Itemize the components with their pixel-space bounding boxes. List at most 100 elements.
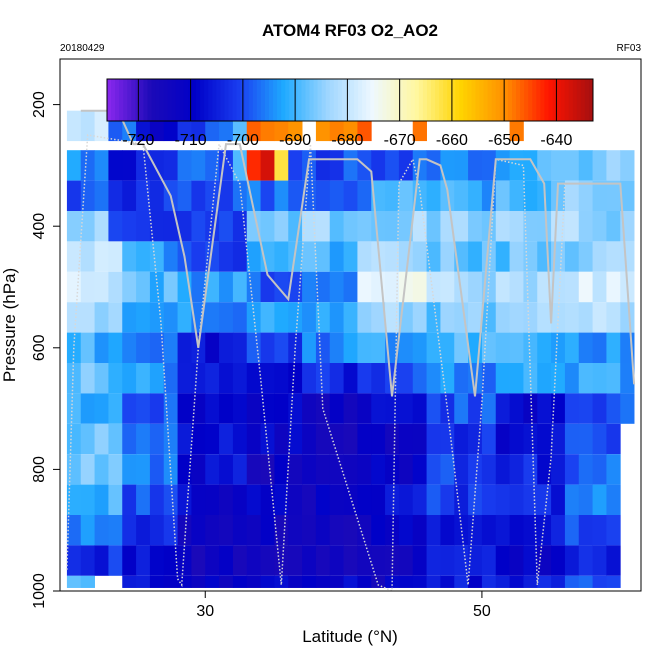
heatmap-cell <box>495 363 510 394</box>
colorbar-swatch <box>163 79 169 121</box>
heatmap-cell <box>191 545 206 576</box>
colorbar-swatch <box>378 79 383 121</box>
heatmap-cell <box>288 363 303 394</box>
y-tick-label: 200 <box>31 91 48 118</box>
heatmap-cell <box>66 393 82 424</box>
heatmap-cell <box>481 393 497 424</box>
heatmap-cell <box>163 545 178 576</box>
x-axis: 30 50 <box>196 591 491 620</box>
heatmap-cell <box>108 515 123 546</box>
colorbar-swatch <box>151 79 157 121</box>
colorbar-swatch <box>159 79 165 121</box>
heatmap-cell <box>274 454 289 485</box>
heatmap-cell <box>412 363 427 394</box>
colorbar-swatch <box>540 79 545 121</box>
heatmap-cell <box>177 180 192 211</box>
heatmap-cell <box>578 241 593 272</box>
colorbar-swatch <box>155 79 161 121</box>
heatmap-cell <box>357 545 372 576</box>
heatmap-cell <box>205 515 220 546</box>
colorbar-swatch <box>119 79 124 121</box>
colorbar-swatch <box>192 79 197 121</box>
colorbar-swatch <box>264 79 270 121</box>
colorbar-swatch <box>301 79 306 121</box>
flight-track-line <box>80 109 636 397</box>
heatmap-cell <box>357 454 372 485</box>
heatmap-cell <box>232 211 248 242</box>
heatmap-cell <box>94 515 109 546</box>
heatmap-cell <box>329 423 344 455</box>
colorbar-swatch <box>252 79 258 121</box>
heatmap-cell <box>136 545 151 576</box>
heatmap-cell <box>219 454 234 485</box>
heatmap-cell <box>564 363 580 394</box>
colorbar-swatch <box>495 79 501 121</box>
heatmap-cell <box>412 271 427 303</box>
colorbar-swatch <box>317 79 323 121</box>
heatmap-cell <box>509 271 524 303</box>
heatmap-cell <box>495 423 510 455</box>
heatmap-cell <box>537 363 552 394</box>
heatmap-cell <box>205 454 220 485</box>
heatmap-cell <box>191 180 206 211</box>
heatmap-cell <box>108 393 123 424</box>
colorbar-swatch <box>556 79 562 121</box>
heatmap-cell <box>412 302 427 333</box>
heatmap-cell <box>412 515 427 546</box>
colorbar-swatch <box>366 79 371 121</box>
heatmap-cell <box>385 423 400 455</box>
colorbar-swatch <box>305 79 310 121</box>
heatmap-cell <box>371 575 386 588</box>
heatmap-cell <box>385 271 400 303</box>
heatmap-cell <box>468 515 483 546</box>
heatmap-cell <box>606 332 621 363</box>
heatmap-cell <box>94 363 109 394</box>
heatmap-cell <box>315 271 331 303</box>
colorbar-swatch <box>532 79 537 121</box>
heatmap-cell <box>260 515 275 546</box>
heatmap-cell <box>80 545 95 576</box>
heatmap-cell <box>94 545 109 576</box>
heatmap-cell <box>440 150 455 181</box>
heatmap-cell <box>371 302 386 333</box>
colorbar-swatch <box>552 79 558 121</box>
heatmap-cell <box>205 271 220 303</box>
heatmap-cell <box>177 454 192 485</box>
heatmap-cell <box>426 211 441 242</box>
heatmap-cell <box>191 241 206 272</box>
heatmap-cell <box>246 332 261 363</box>
heatmap-cell <box>481 241 497 272</box>
heatmap-cell <box>412 241 427 272</box>
heatmap-cell <box>108 180 123 211</box>
heatmap-cell <box>191 423 206 455</box>
heatmap-cell <box>398 545 414 576</box>
colorbar-swatch <box>123 79 128 121</box>
heatmap-cell <box>94 271 109 303</box>
colorbar-swatch <box>560 79 566 121</box>
heatmap-cell <box>205 363 220 394</box>
heatmap-cell <box>606 211 621 242</box>
colorbar-swatch <box>224 79 229 121</box>
heatmap-cell <box>509 575 524 588</box>
heatmap-cells <box>66 110 635 588</box>
heatmap-cell <box>620 150 635 181</box>
heatmap-cell <box>523 423 538 455</box>
heatmap-cell <box>80 515 95 546</box>
heatmap-cell <box>232 363 248 394</box>
colorbar-swatch <box>147 79 153 121</box>
heatmap-cell <box>94 484 109 515</box>
y-tick-label: 400 <box>31 213 48 240</box>
colorbar-swatch <box>576 79 582 121</box>
heatmap-cell <box>481 363 497 394</box>
heatmap-cell <box>136 393 151 424</box>
heatmap-cell <box>163 575 178 588</box>
colorbar-swatch <box>528 79 533 121</box>
heatmap-cell <box>509 332 524 363</box>
colorbar-swatch <box>382 79 387 121</box>
heatmap-cell <box>219 211 234 242</box>
colorbar-swatch <box>459 79 464 121</box>
heatmap-cell <box>149 180 165 211</box>
heatmap-cell <box>523 332 538 363</box>
heatmap-cell <box>274 393 289 424</box>
colorbar-swatch <box>273 79 278 121</box>
